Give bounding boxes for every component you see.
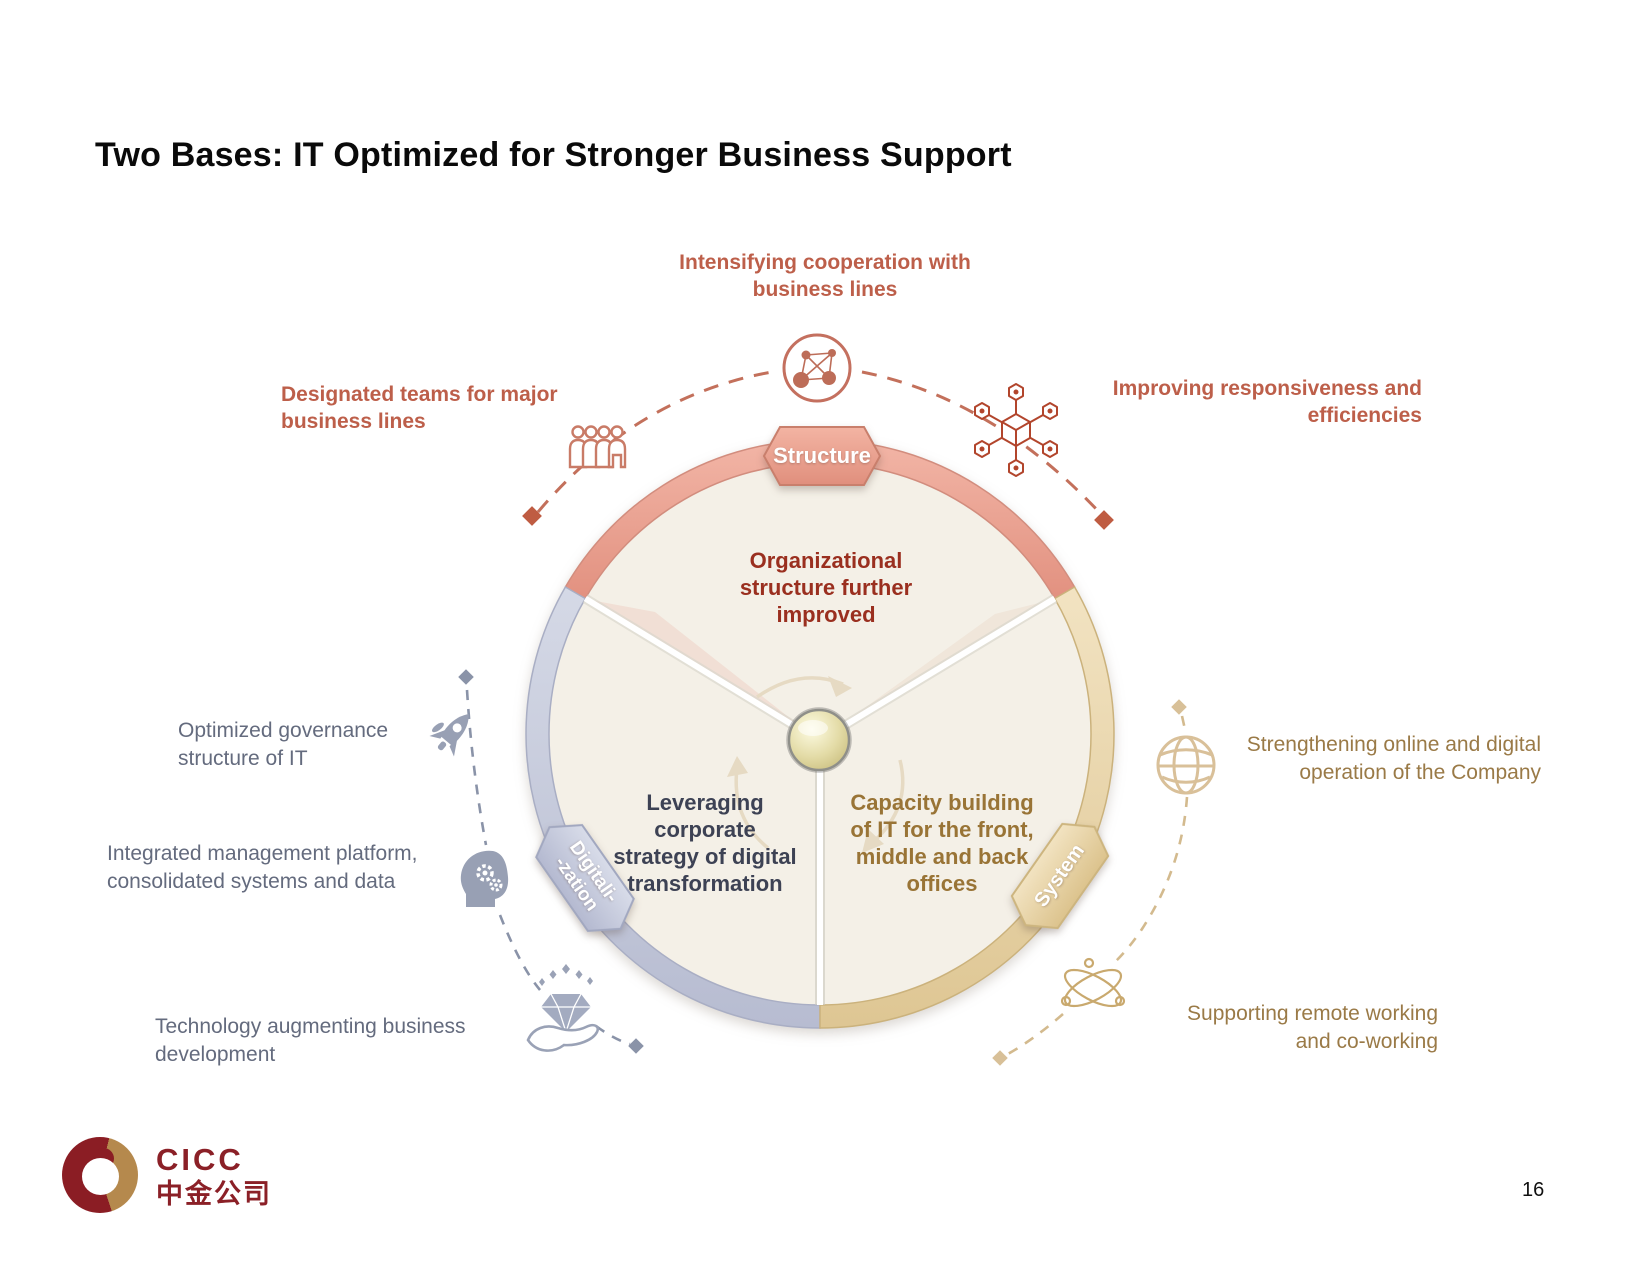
segment-label-system: Capacity building of IT for the front, m… bbox=[850, 790, 1034, 896]
page-number: 16 bbox=[1522, 1179, 1545, 1201]
head-gears-icon bbox=[460, 850, 509, 907]
dashed-connectors bbox=[465, 370, 1189, 1057]
hand-diamond-icon bbox=[526, 964, 600, 1052]
wheel bbox=[525, 439, 1115, 1029]
center-knob bbox=[786, 707, 852, 773]
cicc-logo-icon bbox=[62, 1137, 138, 1213]
rotation-arrowheads bbox=[727, 676, 884, 853]
dashed-arc-top-right bbox=[861, 370, 1102, 515]
diamond-marker bbox=[1094, 510, 1114, 530]
dashed-arc-top-left bbox=[536, 370, 773, 513]
callout-left-governance: Optimized governance structure of IT bbox=[178, 719, 389, 770]
segment-label-structure: Organizational structure further improve… bbox=[739, 548, 913, 627]
diamond-marker bbox=[458, 669, 474, 685]
atom-icon bbox=[1060, 957, 1126, 1008]
globe-icon bbox=[1156, 735, 1216, 795]
callout-top-left: Designated teams for major business line… bbox=[281, 383, 558, 433]
logo-acronym: CICC bbox=[156, 1142, 244, 1177]
logo-chinese-name: 中金公司 bbox=[156, 1179, 272, 1209]
callout-right-online: Strengthening online and digital operati… bbox=[1246, 733, 1541, 784]
callout-left-platform: Integrated management platform, consolid… bbox=[107, 842, 418, 893]
badge-structure: Structure bbox=[773, 443, 871, 468]
callout-left-technology: Technology augmenting business developme… bbox=[155, 1015, 466, 1066]
sparkle-stars bbox=[539, 964, 593, 986]
dashed-path-left bbox=[465, 689, 631, 1046]
diamond-marker bbox=[1171, 699, 1187, 715]
callout-right-remote: Supporting remote working and co-working bbox=[1187, 1002, 1438, 1053]
people-group-icon bbox=[568, 425, 627, 469]
badges bbox=[535, 426, 1110, 932]
badge-structure-shape bbox=[762, 426, 882, 486]
diamond-marker bbox=[628, 1038, 644, 1054]
rocket-icon bbox=[429, 714, 469, 757]
logo-hole bbox=[82, 1158, 119, 1195]
callout-top: Intensifying cooperation with business l… bbox=[679, 251, 971, 301]
diamond-marker bbox=[992, 1050, 1008, 1066]
badge-system-shape bbox=[1010, 822, 1110, 930]
slide-title: Two Bases: IT Optimized for Stronger Bus… bbox=[95, 136, 1012, 174]
cube-network-icon bbox=[974, 383, 1058, 477]
callout-top-right: Improving responsiveness and efficiencie… bbox=[1112, 377, 1422, 427]
cube-network-hexes bbox=[974, 383, 1058, 477]
badge-digitalization-shape bbox=[535, 824, 635, 932]
dashed-path-right bbox=[1005, 715, 1189, 1057]
hand-outline bbox=[526, 1023, 600, 1052]
segment-label-digitalization: Leveraging corporate strategy of digital… bbox=[613, 790, 797, 896]
segment-dividers bbox=[582, 594, 1058, 1005]
network-icon bbox=[782, 333, 852, 403]
diamond-gem bbox=[541, 993, 591, 1035]
